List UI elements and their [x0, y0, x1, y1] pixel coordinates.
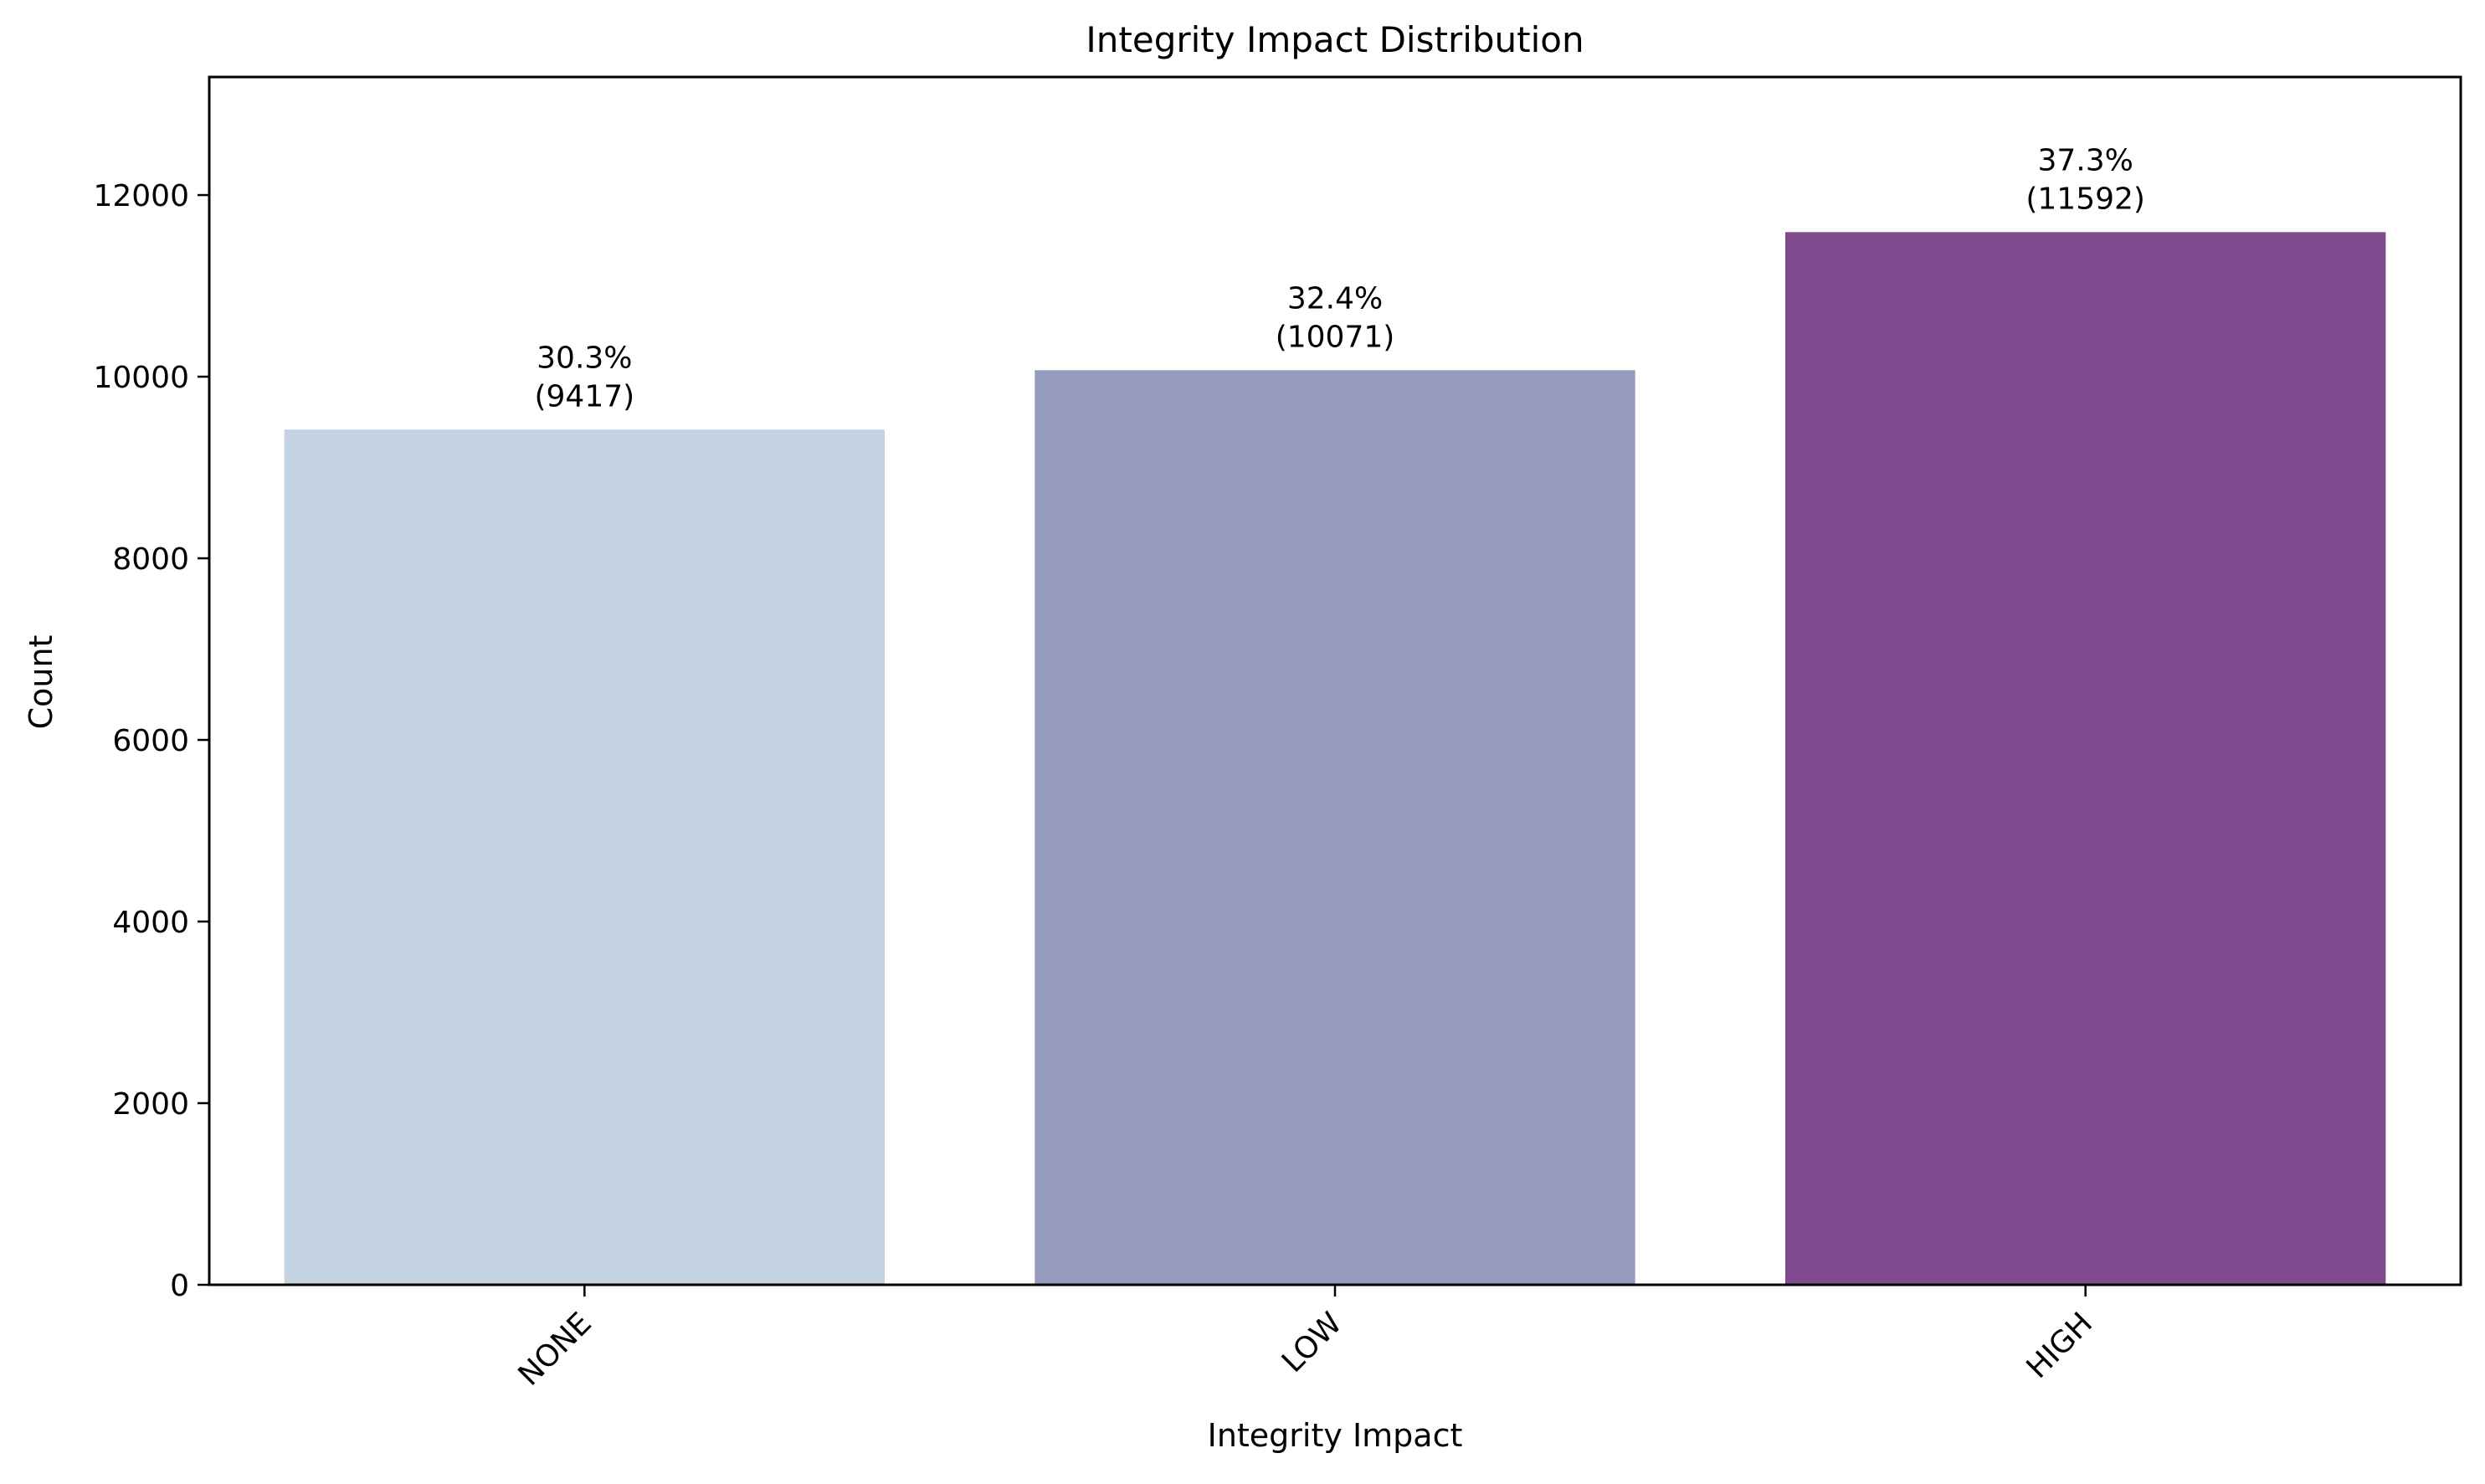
bar-percent-label: 32.4% — [1287, 281, 1383, 316]
bar-percent-label: 37.3% — [2037, 143, 2133, 177]
bar-low — [1035, 370, 1635, 1285]
y-tick-label: 4000 — [112, 906, 189, 940]
y-tick-label: 8000 — [112, 542, 189, 577]
x-axis-label: Integrity Impact — [1208, 1417, 1463, 1454]
x-axis-ticks: NONE LOW HIGH — [512, 1285, 2100, 1393]
y-tick-label: 6000 — [112, 724, 189, 758]
bar-count-label: (11592) — [2025, 182, 2145, 216]
x-tick-label: LOW — [1276, 1306, 1348, 1379]
y-tick-label: 10000 — [93, 361, 189, 395]
y-tick-label: 0 — [170, 1269, 189, 1303]
bar-labels: 30.3% (9417) 32.4% (10071) 37.3% (11592) — [534, 143, 2145, 413]
plot-frame — [208, 75, 2462, 1286]
y-tick-label: 12000 — [93, 179, 189, 213]
bar-percent-label: 30.3% — [537, 341, 632, 375]
bar-count-label: (10071) — [1276, 320, 1395, 354]
bar-none — [284, 429, 886, 1285]
bar-high — [1785, 232, 2386, 1286]
bar-count-label: (9417) — [534, 379, 634, 413]
y-tick-label: 2000 — [112, 1087, 189, 1122]
y-axis-ticks: 0 2000 4000 6000 8000 10000 12000 — [93, 179, 209, 1303]
x-tick-label: HIGH — [2020, 1306, 2100, 1385]
y-axis-label: Count — [23, 635, 59, 730]
chart-title: Integrity Impact Distribution — [1086, 19, 1584, 60]
bars — [284, 232, 2386, 1286]
x-tick-label: NONE — [512, 1306, 598, 1392]
